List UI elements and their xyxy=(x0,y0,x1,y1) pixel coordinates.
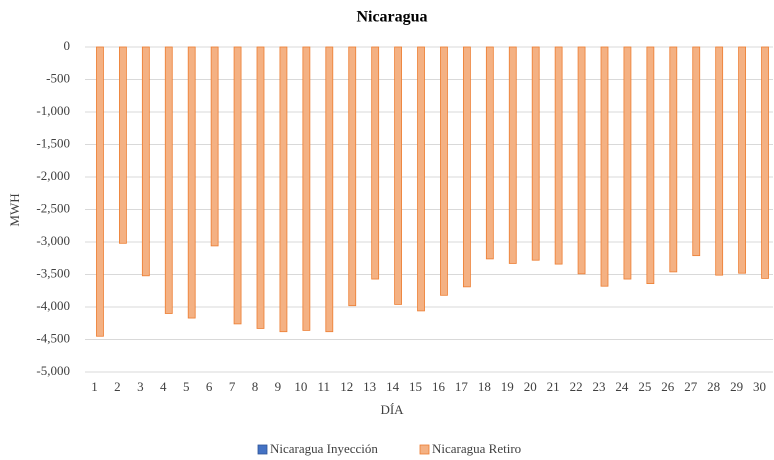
legend-swatch xyxy=(419,444,430,455)
bar xyxy=(531,46,540,261)
y-tick-label: -4,500 xyxy=(36,330,70,345)
bar xyxy=(623,46,632,280)
legend-label: Nicaragua Retiro xyxy=(432,441,521,456)
bar xyxy=(233,46,242,325)
x-tick-label: 29 xyxy=(730,379,743,394)
bar xyxy=(440,46,448,296)
bar xyxy=(96,46,104,337)
x-tick-label: 8 xyxy=(252,379,259,394)
bar xyxy=(279,46,288,333)
x-tick-label: 21 xyxy=(547,379,560,394)
legend-swatch xyxy=(257,444,268,455)
y-tick-label: 0 xyxy=(64,38,71,53)
y-tick-label: -2,000 xyxy=(36,168,70,183)
y-tick-label: -2,500 xyxy=(36,200,70,215)
x-tick-label: 20 xyxy=(524,379,537,394)
x-tick-label: 11 xyxy=(318,379,331,394)
bar xyxy=(715,46,724,276)
x-tick-label: 17 xyxy=(455,379,469,394)
bar xyxy=(164,46,173,314)
bar xyxy=(692,46,701,257)
x-tick-label: 4 xyxy=(160,379,167,394)
bar xyxy=(371,46,380,280)
bar xyxy=(600,46,609,287)
x-tick-label: 23 xyxy=(593,379,606,394)
bar xyxy=(738,46,746,274)
y-tick-label: -500 xyxy=(46,70,70,85)
bar xyxy=(394,46,403,305)
y-tick-label: -1,500 xyxy=(36,135,70,150)
legend-label: Nicaragua Inyección xyxy=(270,441,378,456)
x-tick-label: 5 xyxy=(183,379,190,394)
bar xyxy=(187,46,196,319)
x-tick-label: 2 xyxy=(114,379,121,394)
bar xyxy=(577,46,586,275)
x-tick-label: 15 xyxy=(409,379,422,394)
y-tick-label: -1,000 xyxy=(36,103,70,118)
bar xyxy=(554,46,563,265)
y-tick-label: -3,500 xyxy=(36,265,70,280)
bar xyxy=(210,46,219,247)
y-tick-label: -3,000 xyxy=(36,233,70,248)
bar xyxy=(669,46,678,273)
x-tick-label: 22 xyxy=(570,379,583,394)
y-tick-label: -4,000 xyxy=(36,298,70,313)
bar xyxy=(485,46,494,260)
x-tick-label: 14 xyxy=(386,379,400,394)
bar xyxy=(417,46,425,312)
x-tick-label: 12 xyxy=(340,379,353,394)
x-tick-label: 10 xyxy=(294,379,307,394)
x-tick-label: 1 xyxy=(91,379,98,394)
bar xyxy=(325,46,334,333)
x-tick-label: 18 xyxy=(478,379,491,394)
x-tick-label: 30 xyxy=(753,379,766,394)
bar xyxy=(302,46,311,331)
x-tick-label: 24 xyxy=(615,379,629,394)
y-axis-label: MWH xyxy=(7,193,22,226)
x-tick-label: 7 xyxy=(229,379,236,394)
bar xyxy=(462,46,471,288)
chart-title: Nicaragua xyxy=(356,9,427,26)
bar xyxy=(646,46,655,285)
x-tick-label: 25 xyxy=(638,379,651,394)
x-tick-label: 3 xyxy=(137,379,144,394)
x-tick-label: 27 xyxy=(684,379,698,394)
bar xyxy=(141,46,150,277)
bar xyxy=(348,46,357,307)
x-tick-label: 28 xyxy=(707,379,720,394)
x-tick-label: 6 xyxy=(206,379,213,394)
bar xyxy=(119,46,127,244)
x-tick-label: 26 xyxy=(661,379,675,394)
y-tick-label: -5,000 xyxy=(36,363,70,378)
bar xyxy=(256,46,265,329)
x-tick-label: 16 xyxy=(432,379,446,394)
x-tick-label: 9 xyxy=(275,379,282,394)
x-tick-label: 13 xyxy=(363,379,376,394)
x-tick-label: 19 xyxy=(501,379,514,394)
x-axis-label: DÍA xyxy=(380,402,404,417)
bar xyxy=(761,46,769,279)
bar xyxy=(508,46,517,264)
